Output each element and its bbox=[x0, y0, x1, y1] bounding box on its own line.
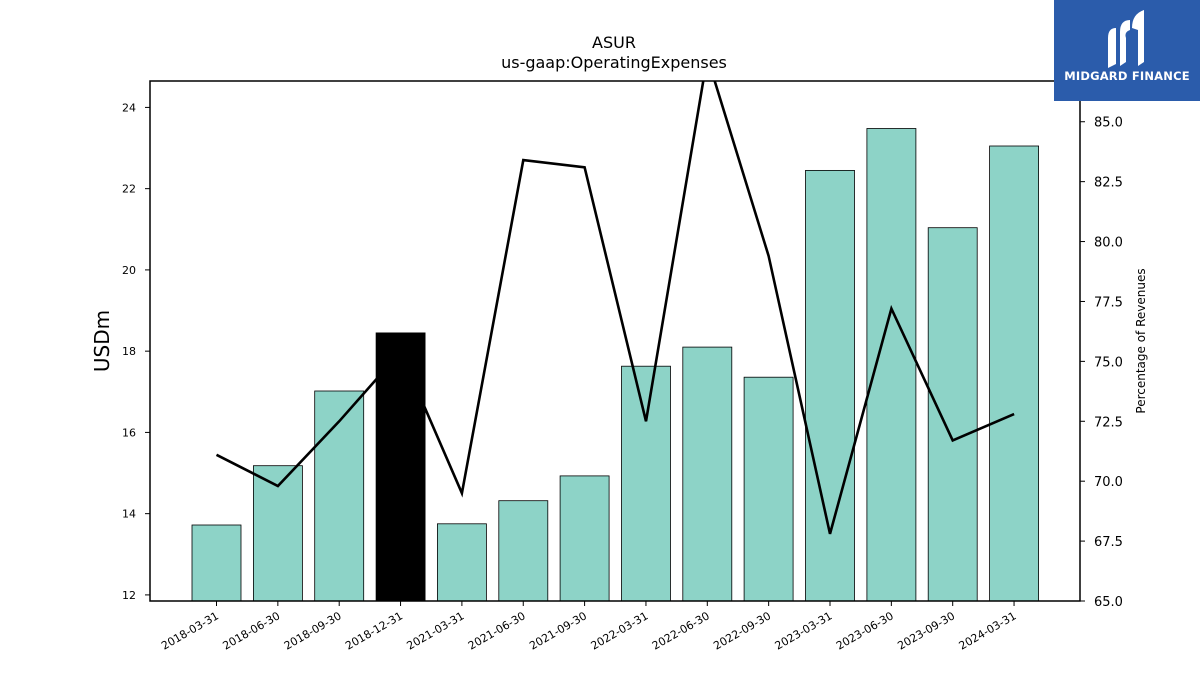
line-group bbox=[215, 81, 1015, 535]
x-axis: 2018-03-31 2018-06-30 2018-09-30 2018-12-31… bbox=[159, 601, 1019, 653]
bar-2023-06-30 bbox=[866, 128, 917, 602]
x-tick-label: 2018-03-31 bbox=[159, 609, 221, 652]
x-tick-label: 2022-09-30 bbox=[711, 609, 773, 652]
bar-2022-06-30 bbox=[682, 346, 733, 602]
x-tick-label: 2023-06-30 bbox=[834, 609, 896, 652]
right-tick-label: 72.5 bbox=[1094, 415, 1123, 430]
bar-2018-03-31 bbox=[191, 524, 242, 602]
logo: MIDGARD FINANCE bbox=[1054, 0, 1200, 101]
y2-axis-label: Percentage of Revenues bbox=[1134, 268, 1148, 413]
chart-subtitle: us-gaap:OperatingExpenses bbox=[501, 53, 727, 72]
bar-2021-09-30 bbox=[559, 475, 610, 602]
bar-2021-03-31 bbox=[436, 523, 487, 602]
x-tick-label: 2018-12-31 bbox=[343, 609, 405, 652]
right-tick-label: 77.5 bbox=[1094, 295, 1123, 310]
bar-2021-06-30 bbox=[498, 500, 549, 602]
x-tick-label: 2018-06-30 bbox=[220, 609, 282, 652]
right-tick-label: 80.0 bbox=[1094, 236, 1123, 251]
bar-2022-09-30 bbox=[743, 376, 794, 602]
x-tick-label: 2021-06-30 bbox=[466, 609, 528, 652]
bar-2018-12-31 bbox=[375, 332, 426, 602]
right-axis: 65.0 67.5 70.0 72.5 75.0 77.5 80.0 82.5 85.0 bbox=[1080, 116, 1123, 610]
left-tick-label: 18 bbox=[122, 345, 136, 358]
bar-2023-03-31 bbox=[805, 169, 855, 602]
x-tick-label: 2023-09-30 bbox=[895, 609, 957, 652]
plot-frame bbox=[149, 80, 1081, 602]
bar-2018-06-30 bbox=[252, 465, 303, 602]
x-tick-label: 2024-03-31 bbox=[957, 609, 1019, 652]
chart-title: ASUR bbox=[592, 33, 636, 52]
bar-2018-09-30 bbox=[314, 390, 365, 602]
left-tick-label: 16 bbox=[122, 426, 136, 439]
right-tick-label: 67.5 bbox=[1094, 535, 1123, 550]
x-tick-label: 2021-03-31 bbox=[405, 609, 467, 652]
left-axis: 12 14 16 18 20 22 24 bbox=[122, 101, 150, 602]
left-tick-label: 22 bbox=[122, 183, 136, 196]
logo-mark-icon bbox=[1108, 10, 1144, 68]
bar-2022-03-31 bbox=[621, 365, 671, 602]
right-tick-label: 65.0 bbox=[1094, 595, 1123, 610]
right-tick-label: 75.0 bbox=[1094, 355, 1123, 370]
right-tick-label: 85.0 bbox=[1094, 116, 1123, 131]
x-tick-label: 2023-03-31 bbox=[773, 609, 835, 652]
left-tick-label: 24 bbox=[122, 101, 136, 114]
bar-2024-03-31 bbox=[989, 145, 1039, 602]
left-tick-label: 14 bbox=[122, 508, 136, 521]
logo-text: MIDGARD FINANCE bbox=[1064, 69, 1190, 83]
y-axis-label: USDm bbox=[90, 310, 114, 372]
bar-2023-09-30 bbox=[927, 227, 978, 602]
left-tick-label: 12 bbox=[122, 589, 136, 602]
x-tick-label: 2022-03-31 bbox=[589, 609, 651, 652]
right-tick-label: 82.5 bbox=[1094, 176, 1123, 191]
x-tick-label: 2022-06-30 bbox=[650, 609, 712, 652]
left-tick-label: 20 bbox=[122, 264, 136, 277]
percentage-line bbox=[215, 81, 1015, 535]
right-tick-label: 70.0 bbox=[1094, 475, 1123, 490]
bars-group bbox=[191, 128, 1039, 602]
x-tick-label: 2018-09-30 bbox=[282, 609, 344, 652]
x-tick-label: 2021-09-30 bbox=[527, 609, 589, 652]
